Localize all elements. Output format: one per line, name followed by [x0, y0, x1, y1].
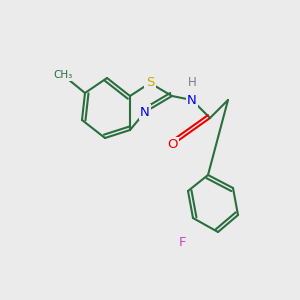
Text: S: S — [146, 76, 154, 89]
Text: O: O — [167, 139, 177, 152]
Text: N: N — [140, 106, 150, 118]
Text: N: N — [187, 94, 197, 106]
Text: F: F — [179, 236, 187, 248]
Text: CH₃: CH₃ — [53, 70, 73, 80]
Text: H: H — [188, 76, 196, 88]
